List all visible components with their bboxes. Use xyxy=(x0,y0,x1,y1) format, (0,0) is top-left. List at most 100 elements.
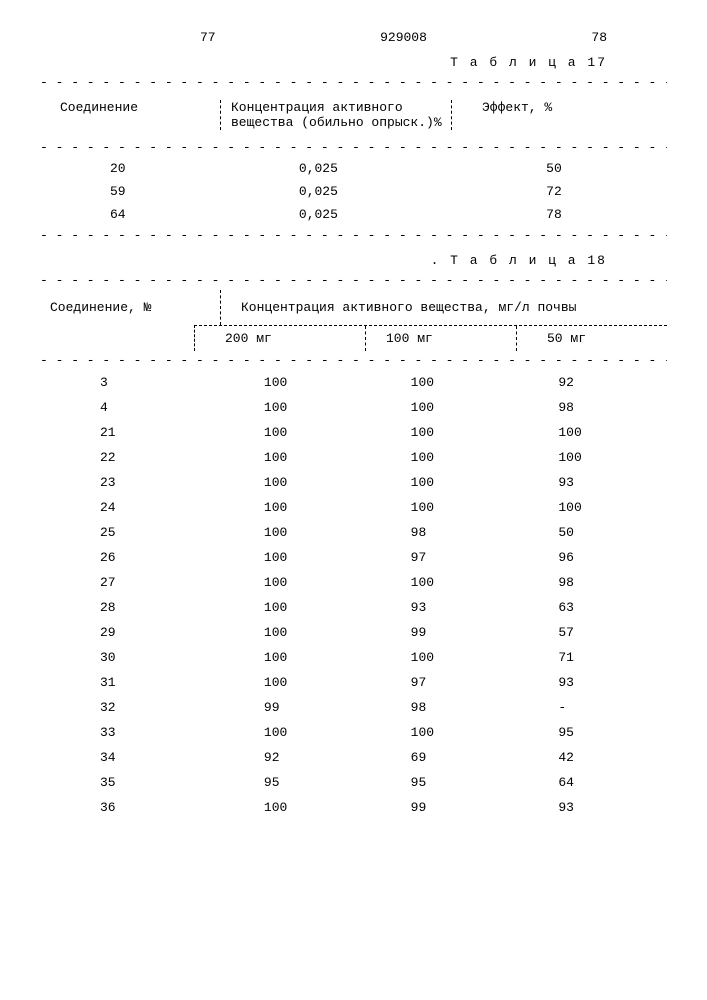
page-left: 77 xyxy=(200,30,216,45)
cell: 98 xyxy=(391,700,529,715)
cell: 93 xyxy=(528,475,667,490)
cell: 3 xyxy=(40,375,254,390)
table-row: 291009957 xyxy=(40,620,667,645)
cell: 100 xyxy=(391,450,529,465)
cell: 34 xyxy=(40,750,254,765)
table17-header: Соединение Концентрация активного вещест… xyxy=(40,92,667,138)
cell: 100 xyxy=(254,475,391,490)
cell: 59 xyxy=(40,184,239,199)
table-row: 311009793 xyxy=(40,670,667,695)
table18-col2: 200 мг xyxy=(195,326,365,351)
divider: - - - - - - - - - - - - - - - - - - - - … xyxy=(40,140,667,155)
cell: 50 xyxy=(476,161,667,176)
cell: 100 xyxy=(254,575,391,590)
cell: 100 xyxy=(528,500,667,515)
cell: 23 xyxy=(40,475,254,490)
cell: 69 xyxy=(391,750,529,765)
table-row: 3010010071 xyxy=(40,645,667,670)
cell: 20 xyxy=(40,161,239,176)
cell: 71 xyxy=(528,650,667,665)
cell: 100 xyxy=(254,650,391,665)
page-center: 929008 xyxy=(380,30,427,45)
cell: 96 xyxy=(528,550,667,565)
cell: 100 xyxy=(391,500,529,515)
cell: 0,025 xyxy=(239,207,476,222)
cell: 99 xyxy=(391,800,529,815)
cell: 100 xyxy=(254,500,391,515)
table-row: 251009850 xyxy=(40,520,667,545)
table18-group: Концентрация активного вещества, мг/л по… xyxy=(220,290,661,325)
cell: 21 xyxy=(40,425,254,440)
cell: 100 xyxy=(254,375,391,390)
cell: 98 xyxy=(528,575,667,590)
cell: 95 xyxy=(391,775,529,790)
cell: 42 xyxy=(528,750,667,765)
table-row: 3310010095 xyxy=(40,720,667,745)
table-row: 281009363 xyxy=(40,595,667,620)
table18-header-row1: Соединение, № Концентрация активного вещ… xyxy=(40,290,667,325)
table18-col3: 100 мг xyxy=(365,326,516,351)
table18-col1: Соединение, № xyxy=(40,290,220,325)
cell: 0,025 xyxy=(239,161,476,176)
cell: 100 xyxy=(254,625,391,640)
cell: 93 xyxy=(528,800,667,815)
cell: 30 xyxy=(40,650,254,665)
cell: 63 xyxy=(528,600,667,615)
cell: 100 xyxy=(528,450,667,465)
cell: 57 xyxy=(528,625,667,640)
cell: 27 xyxy=(40,575,254,590)
table17-col3: Эффект, % xyxy=(451,100,632,130)
cell: 92 xyxy=(254,750,391,765)
cell: 100 xyxy=(391,725,529,740)
cell: 36 xyxy=(40,800,254,815)
cell: 33 xyxy=(40,725,254,740)
cell: 50 xyxy=(528,525,667,540)
cell: 95 xyxy=(528,725,667,740)
table-row: 329998- xyxy=(40,695,667,720)
cell: 100 xyxy=(391,425,529,440)
cell: 98 xyxy=(391,525,529,540)
cell: 26 xyxy=(40,550,254,565)
cell: 99 xyxy=(391,625,529,640)
divider: - - - - - - - - - - - - - - - - - - - - … xyxy=(40,353,667,368)
table17-body: 200,02550590,02572640,02578 xyxy=(40,157,667,226)
cell: 78 xyxy=(476,207,667,222)
table-row: 361009993 xyxy=(40,795,667,820)
divider: - - - - - - - - - - - - - - - - - - - - … xyxy=(40,273,667,288)
page-header: 77 929008 78 xyxy=(40,30,667,45)
cell: 100 xyxy=(254,425,391,440)
table-row: 590,02572 xyxy=(40,180,667,203)
cell: - xyxy=(528,700,667,715)
cell: 100 xyxy=(254,450,391,465)
cell: 92 xyxy=(528,375,667,390)
table18-header-row2: 200 мг 100 мг 50 мг xyxy=(40,325,667,351)
table-row: 21100100100 xyxy=(40,420,667,445)
table-row: 2710010098 xyxy=(40,570,667,595)
cell: 29 xyxy=(40,625,254,640)
table17-title: Т а б л и ц а 17 xyxy=(40,55,607,70)
cell: 93 xyxy=(391,600,529,615)
cell: 100 xyxy=(391,575,529,590)
table-row: 310010092 xyxy=(40,370,667,395)
table18-title: . Т а б л и ц а 18 xyxy=(40,253,607,268)
page-right: 78 xyxy=(591,30,607,45)
cell: 97 xyxy=(391,550,529,565)
table-row: 410010098 xyxy=(40,395,667,420)
cell: 4 xyxy=(40,400,254,415)
table17-col2: Концентрация активного вещества (обильно… xyxy=(220,100,451,130)
table-row: 2310010093 xyxy=(40,470,667,495)
spacer xyxy=(40,325,194,351)
table-row: 35959564 xyxy=(40,770,667,795)
cell: 22 xyxy=(40,450,254,465)
cell: 100 xyxy=(528,425,667,440)
cell: 64 xyxy=(528,775,667,790)
cell: 100 xyxy=(254,525,391,540)
cell: 100 xyxy=(391,375,529,390)
cell: 100 xyxy=(391,650,529,665)
table18-body: 3100100924100100982110010010022100100100… xyxy=(40,370,667,820)
cell: 100 xyxy=(391,400,529,415)
cell: 97 xyxy=(391,675,529,690)
cell: 100 xyxy=(254,725,391,740)
cell: 95 xyxy=(254,775,391,790)
cell: 100 xyxy=(254,550,391,565)
